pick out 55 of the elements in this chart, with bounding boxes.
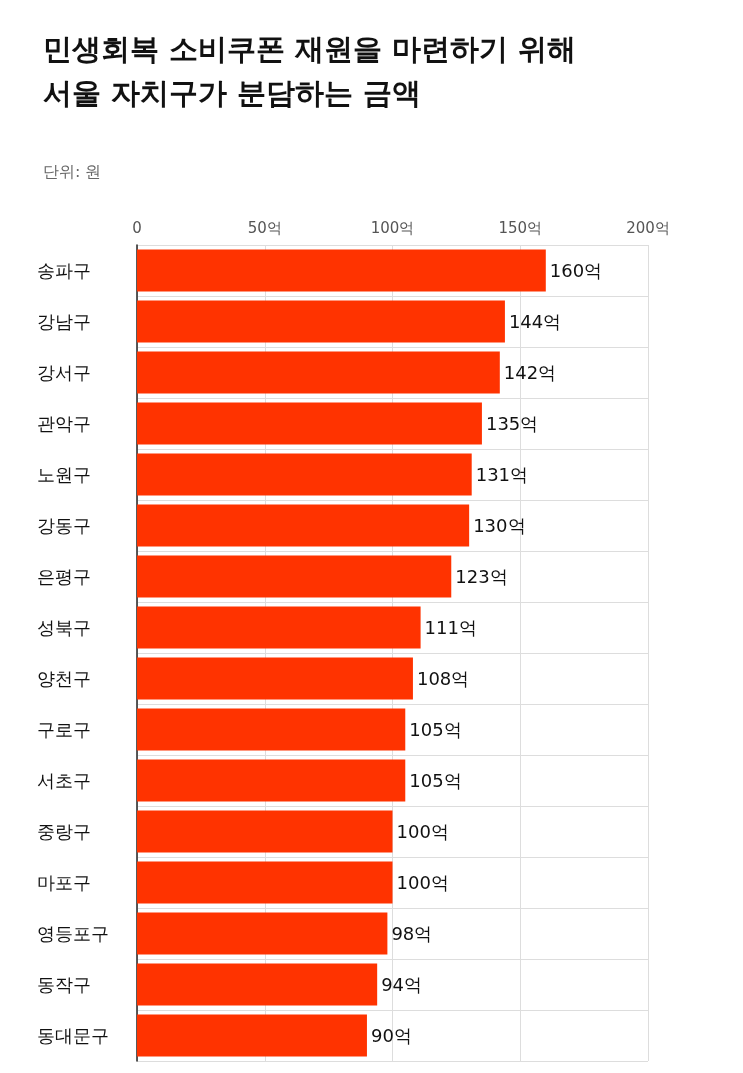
y-tick-label: 동작구 [37,974,91,995]
bar [137,249,546,292]
data-label: 100억 [396,821,449,842]
x-tick-label: 50억 [247,218,282,237]
y-tick-label: 영등포구 [37,923,109,944]
bar [137,1014,367,1057]
chart-subtitle: 단위: 원 [43,161,102,181]
y-tick-label: 구로구 [37,719,91,740]
y-tick-label: 송파구 [37,260,91,281]
bar [137,606,421,649]
y-tick-label: 서초구 [37,770,91,791]
data-label: 90억 [370,1025,412,1046]
data-label: 111억 [424,617,477,638]
x-tick-label: 150억 [498,218,543,237]
data-label: 100억 [396,872,449,893]
bar [137,453,472,496]
chart-title: 민생회복 소비쿠폰 재원을 마련하기 위해 서울 자치구가 분담하는 금액 [43,32,577,110]
bar [137,810,393,853]
data-label: 105억 [409,719,462,740]
data-label: 144억 [508,311,562,332]
bar [137,759,406,802]
data-label: 160억 [549,260,603,281]
data-label: 123억 [455,566,508,587]
bar [137,657,413,700]
data-label: 108억 [416,668,470,689]
y-tick-label: 은평구 [37,566,91,587]
bar [137,963,378,1006]
x-tick-label: 200억 [626,218,670,237]
y-tick-label: 강동구 [37,515,91,536]
data-label: 135억 [485,413,539,434]
data-label: 98억 [391,923,433,944]
bar [137,351,500,394]
x-tick-label: 100억 [370,218,415,237]
data-label: 142억 [503,362,557,383]
y-tick-label: 중랑구 [37,821,91,842]
data-label: 131억 [475,464,529,485]
data-label: 130억 [473,515,526,536]
data-label: 105억 [409,770,462,791]
bar [137,912,388,955]
bar [137,555,452,598]
y-tick-label: 양천구 [37,668,91,689]
data-label: 94억 [381,974,423,995]
y-tick-label: 강남구 [37,311,91,332]
y-tick-label: 강서구 [37,362,91,383]
y-tick-label: 동대문구 [37,1025,109,1046]
bar [137,861,393,904]
bar [137,708,406,751]
bar [137,402,482,445]
bar [137,300,505,343]
bar [137,504,470,547]
y-tick-label: 마포구 [37,872,91,893]
x-tick-label: 0 [132,218,142,237]
y-tick-label: 성북구 [37,617,91,638]
y-tick-label: 관악구 [37,413,91,434]
y-tick-label: 노원구 [37,464,91,485]
